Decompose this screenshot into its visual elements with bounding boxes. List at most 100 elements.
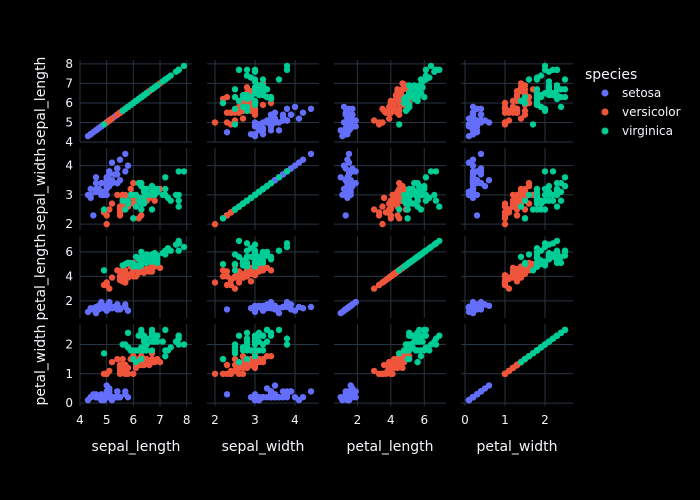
cell-petal_length-vs-petal_width — [461, 236, 573, 318]
point-virginica — [416, 252, 423, 259]
point-virginica — [251, 341, 259, 348]
x-tick-label: 6 — [420, 413, 428, 427]
point-virginica — [561, 252, 569, 259]
point-versicolor — [211, 119, 219, 126]
cell-petal_length-vs-petal_length — [334, 236, 446, 318]
point-virginica — [407, 341, 415, 348]
point-versicolor — [370, 117, 378, 124]
point-versicolor — [513, 105, 521, 113]
point-virginica — [521, 259, 529, 267]
point-versicolor — [231, 367, 239, 375]
point-setosa — [469, 119, 477, 126]
point-setosa — [271, 382, 279, 389]
point-setosa — [345, 113, 353, 120]
point-virginica — [553, 66, 561, 74]
cell-sepal_width-vs-sepal_length — [79, 148, 192, 230]
x-tick-label: 7 — [156, 413, 164, 427]
point-setosa — [291, 103, 299, 111]
point-setosa — [92, 185, 100, 193]
point-virginica — [267, 256, 275, 263]
point-virginica — [267, 95, 275, 103]
point-virginica — [243, 72, 251, 79]
cell-sepal_width-vs-petal_length — [334, 148, 446, 230]
legend-item-setosa[interactable]: setosa — [601, 86, 662, 100]
point-virginica — [406, 101, 413, 109]
point-virginica — [422, 191, 430, 199]
point-virginica — [411, 332, 418, 339]
point-virginica — [167, 72, 174, 79]
point-virginica — [148, 191, 156, 199]
point-virginica — [167, 247, 174, 254]
point-versicolor — [382, 370, 389, 377]
legend-item-versicolor[interactable]: versicolor — [601, 105, 681, 119]
point-virginica — [432, 197, 440, 204]
legend: species setosa versicolor virginica — [585, 67, 681, 138]
point-virginica — [251, 347, 259, 354]
point-virginica — [545, 182, 553, 190]
point-virginica — [175, 197, 182, 204]
x-axis-label-sepal_length: sepal_length — [92, 439, 181, 455]
point-virginica — [235, 66, 243, 74]
point-setosa — [98, 391, 105, 398]
legend-item-virginica[interactable]: virginica — [601, 124, 674, 138]
point-virginica — [127, 259, 134, 267]
point-versicolor — [375, 370, 383, 377]
point-virginica — [432, 168, 440, 175]
point-virginica — [219, 99, 227, 107]
point-setosa — [111, 171, 118, 178]
point-setosa — [223, 391, 231, 398]
point-versicolor — [267, 353, 275, 360]
point-setosa — [106, 388, 113, 395]
legend-marker — [601, 108, 609, 116]
point-virginica — [416, 326, 423, 334]
point-setosa — [87, 131, 94, 138]
point-virginica — [561, 76, 569, 83]
y-tick-label: 4 — [65, 159, 73, 173]
point-setosa — [473, 212, 481, 219]
point-setosa — [347, 177, 354, 184]
point-virginica — [175, 191, 182, 199]
point-virginica — [132, 203, 140, 210]
point-versicolor — [399, 86, 406, 93]
x-tick-label: 6 — [130, 413, 138, 427]
point-versicolor — [387, 97, 394, 105]
y-axis-label-petal_length: petal_length — [33, 233, 49, 320]
point-setosa — [344, 182, 351, 190]
point-virginica — [553, 256, 561, 263]
point-setosa — [485, 302, 493, 309]
point-virginica — [251, 90, 259, 97]
point-virginica — [427, 243, 435, 251]
point-virginica — [401, 191, 408, 199]
point-setosa — [114, 388, 121, 395]
point-versicolor — [392, 95, 400, 103]
point-virginica — [243, 355, 251, 363]
point-virginica — [124, 200, 132, 207]
point-versicolor — [223, 93, 231, 101]
point-virginica — [533, 254, 541, 262]
point-setosa — [477, 168, 485, 175]
point-virginica — [231, 260, 239, 268]
point-versicolor — [122, 370, 129, 377]
point-versicolor — [151, 197, 158, 204]
point-virginica — [553, 237, 561, 245]
point-virginica — [553, 95, 561, 103]
cell-sepal_length-vs-sepal_length — [79, 60, 192, 143]
point-virginica — [143, 191, 150, 199]
point-virginica — [154, 259, 161, 267]
axis-labels: sepal_length sepal_width petal_length petal… — [33, 57, 558, 455]
point-virginica — [148, 182, 156, 190]
point-virginica — [180, 341, 188, 348]
point-virginica — [533, 347, 541, 354]
point-setosa — [283, 105, 291, 113]
point-virginica — [404, 215, 411, 222]
point-setosa — [469, 156, 477, 163]
y-tick-label: 8 — [65, 57, 73, 71]
point-virginica — [422, 72, 430, 79]
point-virginica — [541, 191, 549, 199]
point-versicolor — [223, 370, 231, 377]
point-setosa — [87, 185, 94, 193]
point-virginica — [251, 101, 259, 109]
point-virginica — [416, 182, 423, 190]
point-setosa — [473, 105, 481, 113]
point-virginica — [427, 62, 435, 70]
